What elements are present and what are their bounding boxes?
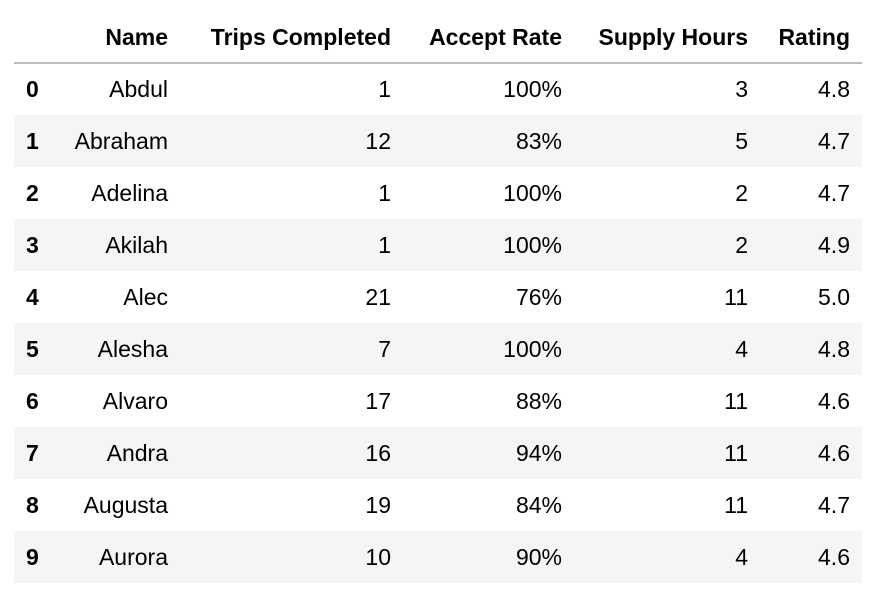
- row-index: 5: [26, 335, 39, 362]
- table-row: 8 Augusta 19 84% 11 4.7: [14, 479, 862, 531]
- cell-name: Augusta: [83, 491, 168, 518]
- cell-accept-rate: 90%: [515, 543, 562, 570]
- cell-accept-rate: 94%: [515, 439, 562, 466]
- cell-name: Adelina: [91, 179, 168, 206]
- table-header: Name Trips Completed Accept Rate Supply …: [14, 12, 862, 64]
- row-index: 4: [26, 283, 39, 310]
- table-row: 9 Aurora 10 90% 4 4.6: [14, 531, 862, 583]
- table-row: 7 Andra 16 94% 11 4.6: [14, 427, 862, 479]
- header-index: [14, 12, 64, 64]
- cell-supply-hours: 4: [735, 335, 748, 362]
- cell-rating: 5.0: [818, 283, 850, 310]
- cell-trips-completed: 17: [365, 387, 391, 414]
- cell-trips-completed: 1: [378, 231, 391, 258]
- cell-name: Alec: [123, 283, 168, 310]
- cell-supply-hours: 5: [735, 127, 748, 154]
- row-index: 3: [26, 231, 39, 258]
- cell-accept-rate: 100%: [503, 179, 562, 206]
- cell-trips-completed: 1: [378, 179, 391, 206]
- header-name: Name: [64, 12, 180, 64]
- header-accept-rate: Accept Rate: [403, 12, 574, 64]
- header-supply-hours: Supply Hours: [574, 12, 760, 64]
- cell-rating: 4.6: [818, 387, 850, 414]
- cell-supply-hours: 11: [724, 283, 748, 310]
- cell-trips-completed: 16: [365, 439, 391, 466]
- cell-name: Abdul: [109, 76, 168, 102]
- table-row: 1 Abraham 12 83% 5 4.7: [14, 115, 862, 167]
- cell-rating: 4.7: [818, 491, 850, 518]
- row-index: 7: [26, 439, 39, 466]
- cell-accept-rate: 83%: [515, 127, 562, 154]
- cell-name: Aurora: [98, 543, 168, 570]
- cell-rating: 4.6: [818, 439, 850, 466]
- cell-accept-rate: 100%: [503, 335, 562, 362]
- cell-accept-rate: 100%: [503, 76, 562, 102]
- cell-accept-rate: 84%: [515, 491, 562, 518]
- cell-rating: 4.8: [818, 76, 850, 102]
- table-row: 5 Alesha 7 100% 4 4.8: [14, 323, 862, 375]
- row-index: 0: [26, 76, 39, 102]
- cell-supply-hours: 11: [724, 439, 748, 466]
- table-row: 6 Alvaro 17 88% 11 4.6: [14, 375, 862, 427]
- table-row: 3 Akilah 1 100% 2 4.9: [14, 219, 862, 271]
- cell-trips-completed: 19: [365, 491, 391, 518]
- dataframe-table: Name Trips Completed Accept Rate Supply …: [14, 12, 862, 583]
- cell-supply-hours: 3: [735, 76, 748, 102]
- row-index: 6: [26, 387, 39, 414]
- row-index: 8: [26, 491, 39, 518]
- row-index: 1: [26, 127, 39, 154]
- cell-supply-hours: 11: [724, 491, 748, 518]
- cell-rating: 4.8: [818, 335, 850, 362]
- cell-trips-completed: 10: [365, 543, 391, 570]
- cell-rating: 4.6: [818, 543, 850, 570]
- table-row: 4 Alec 21 76% 11 5.0: [14, 271, 862, 323]
- dataframe-container: Name Trips Completed Accept Rate Supply …: [14, 12, 862, 583]
- cell-supply-hours: 2: [735, 231, 748, 258]
- cell-name: Akilah: [105, 231, 168, 258]
- table-row: 0 Abdul 1 100% 3 4.8: [14, 63, 862, 115]
- header-trips-completed: Trips Completed: [180, 12, 403, 64]
- cell-rating: 4.9: [818, 231, 850, 258]
- cell-name: Andra: [106, 439, 168, 466]
- table-body: 0 Abdul 1 100% 3 4.8 1 Abraham 12 83% 5 …: [14, 63, 862, 583]
- cell-trips-completed: 21: [365, 283, 391, 310]
- header-rating: Rating: [760, 12, 862, 64]
- row-index: 2: [26, 179, 39, 206]
- cell-name: Alesha: [97, 335, 168, 362]
- cell-name: Alvaro: [102, 387, 168, 414]
- table-row: 2 Adelina 1 100% 2 4.7: [14, 167, 862, 219]
- row-index: 9: [26, 543, 39, 570]
- cell-trips-completed: 7: [378, 335, 391, 362]
- cell-trips-completed: 1: [378, 76, 391, 102]
- cell-name: Abraham: [74, 127, 168, 154]
- cell-rating: 4.7: [818, 127, 850, 154]
- cell-supply-hours: 2: [735, 179, 748, 206]
- cell-supply-hours: 11: [724, 387, 748, 414]
- header-row: Name Trips Completed Accept Rate Supply …: [14, 12, 862, 64]
- cell-accept-rate: 76%: [515, 283, 562, 310]
- cell-supply-hours: 4: [735, 543, 748, 570]
- cell-rating: 4.7: [818, 179, 850, 206]
- cell-trips-completed: 12: [365, 127, 391, 154]
- cell-accept-rate: 88%: [515, 387, 562, 414]
- cell-accept-rate: 100%: [503, 231, 562, 258]
